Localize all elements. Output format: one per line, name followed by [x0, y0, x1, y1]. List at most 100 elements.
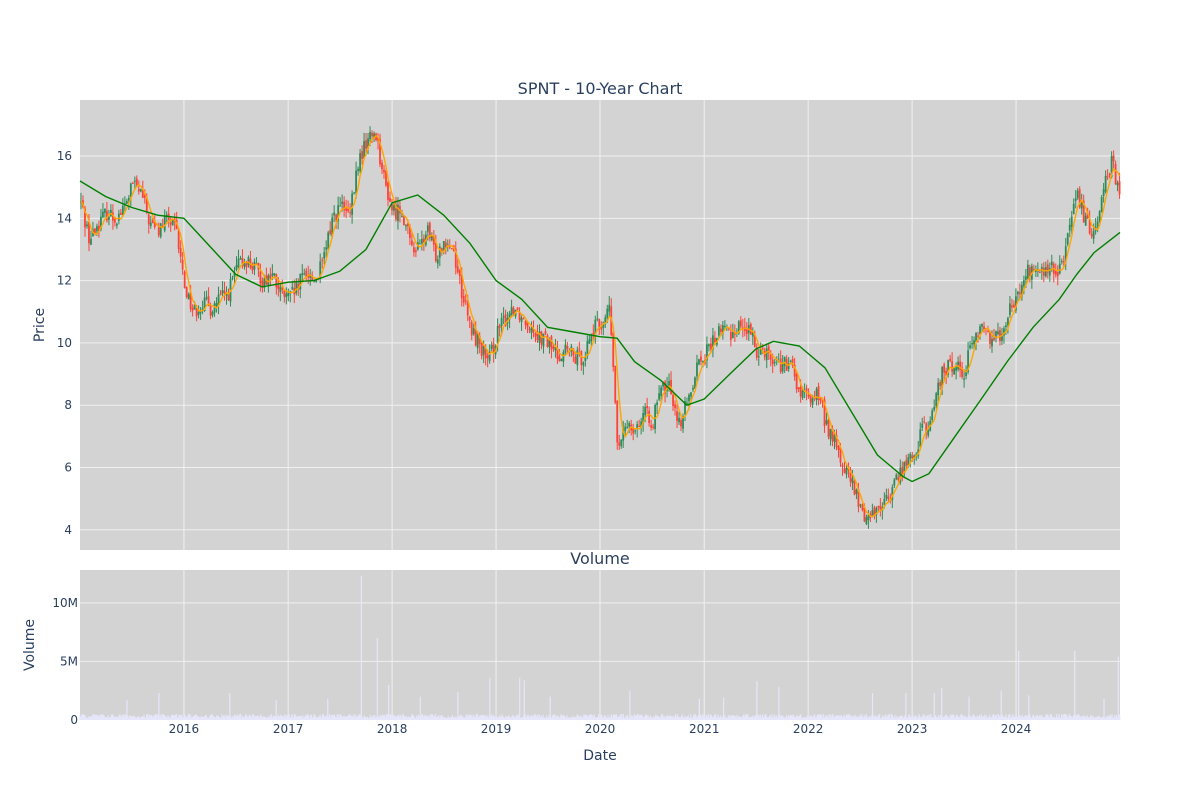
volume-bar: [762, 717, 765, 720]
volume-bar: [644, 714, 647, 720]
volume-bar: [708, 713, 710, 720]
volume-bar: [711, 717, 713, 720]
volume-bar: [1060, 717, 1062, 720]
volume-bar: [1091, 717, 1093, 720]
candle-body: [604, 317, 607, 325]
volume-bar: [555, 717, 557, 720]
candle-body: [955, 367, 958, 371]
volume-bar: [363, 717, 365, 720]
volume-bar: [549, 696, 551, 720]
volume-bar: [984, 714, 986, 720]
volume-bar: [1104, 717, 1106, 720]
volume-bar: [270, 714, 272, 720]
candle-body: [219, 293, 222, 295]
volume-bar: [172, 715, 174, 720]
volume-bar: [386, 714, 389, 720]
volume-bar: [696, 717, 698, 720]
candle-body: [500, 317, 503, 327]
volume-bar: [609, 717, 612, 720]
candle-body: [369, 132, 371, 140]
candle-body: [989, 331, 991, 344]
volume-bar: [170, 715, 173, 720]
volume-bar: [796, 715, 798, 720]
candle-body: [837, 446, 840, 450]
volume-bar: [1037, 715, 1039, 720]
candle-body: [1106, 176, 1109, 178]
volume-bar: [593, 714, 595, 720]
volume-bar: [464, 717, 466, 720]
candle-body: [634, 430, 637, 432]
volume-bar: [121, 715, 123, 720]
volume-bar: [655, 714, 657, 720]
volume-bar: [716, 716, 718, 720]
volume-bar: [1057, 716, 1059, 720]
volume-bar: [507, 716, 509, 720]
volume-bar: [240, 713, 242, 720]
candle-body: [1017, 291, 1019, 295]
volume-bar: [517, 716, 519, 720]
candle-body: [791, 359, 794, 367]
candle-body: [544, 331, 547, 334]
volume-bar: [826, 715, 829, 720]
volume-bar: [254, 715, 256, 720]
volume-bar: [813, 714, 815, 720]
volume-bar: [738, 716, 741, 720]
volume-bar: [462, 717, 465, 720]
volume-bar: [848, 714, 850, 720]
candle-body: [301, 273, 304, 276]
volume-bar: [808, 717, 811, 720]
volume-bar: [403, 714, 405, 720]
candle-body: [674, 404, 676, 409]
candle-body: [596, 318, 599, 320]
volume-bar: [351, 716, 353, 720]
candle-body: [197, 311, 200, 315]
volume-bar: [494, 716, 496, 720]
x-tick-label: 2024: [1001, 722, 1032, 736]
candle-body: [510, 306, 513, 316]
volume-bar: [1090, 715, 1093, 720]
volume-bar: [498, 717, 500, 720]
candle-body: [530, 327, 533, 334]
volume-bar: [1042, 716, 1044, 720]
volume-bar: [435, 716, 437, 720]
volume-bar: [178, 714, 180, 720]
volume-bar: [699, 714, 701, 720]
volume-bar: [99, 716, 102, 720]
volume-bar: [355, 715, 357, 720]
candle-body: [295, 281, 298, 294]
candle-body: [901, 467, 904, 477]
volume-bar: [372, 715, 374, 720]
candle-body: [973, 340, 975, 345]
candle-body: [811, 398, 814, 405]
candle-body: [86, 224, 88, 227]
volume-bar: [785, 715, 788, 720]
candle-body: [672, 394, 674, 406]
volume-bar: [838, 716, 841, 720]
volume-bar: [1097, 716, 1099, 720]
volume-bar: [392, 714, 395, 720]
volume-bar: [867, 717, 870, 720]
candle-body: [608, 304, 611, 312]
volume-bar: [804, 717, 806, 720]
candle-body: [943, 364, 946, 373]
volume-bar: [590, 715, 592, 720]
volume-bar: [391, 716, 393, 720]
candle-body: [387, 182, 389, 200]
volume-bar: [163, 714, 166, 720]
candle-body: [102, 211, 104, 218]
candle-body: [967, 350, 969, 372]
volume-bar: [405, 716, 407, 720]
candle-body: [397, 204, 399, 222]
volume-bar: [1105, 718, 1107, 720]
candle-body: [343, 201, 346, 211]
candle-body: [88, 221, 90, 244]
volume-bar: [684, 715, 686, 720]
volume-bar: [671, 716, 673, 720]
volume-bar: [419, 696, 421, 720]
volume-bar: [163, 714, 165, 720]
volume-bar: [166, 716, 168, 720]
volume-bar: [584, 715, 586, 720]
candle-body: [108, 216, 110, 220]
candle-body: [841, 464, 844, 467]
